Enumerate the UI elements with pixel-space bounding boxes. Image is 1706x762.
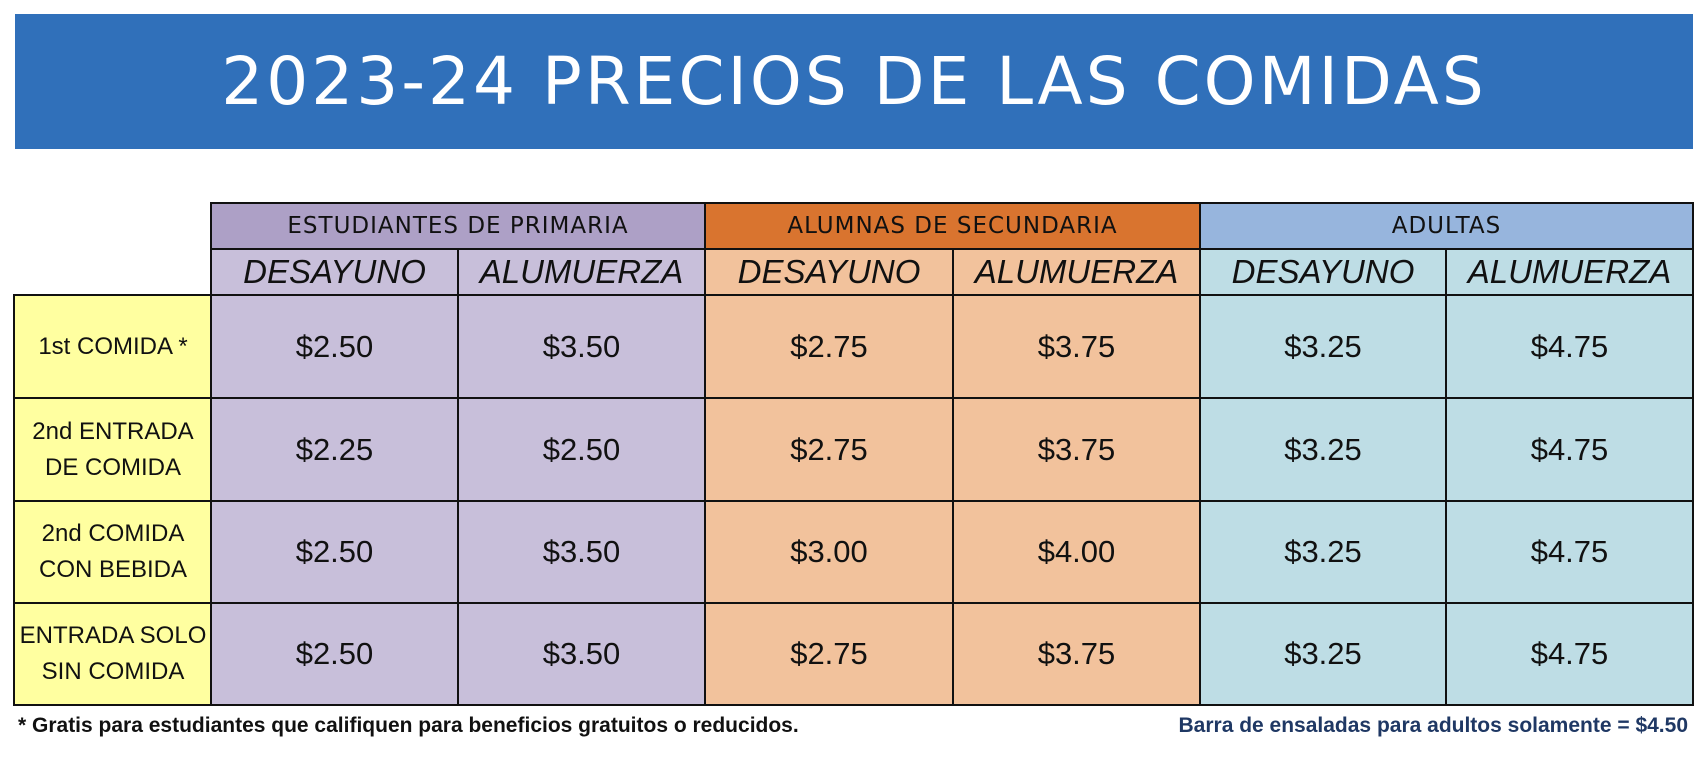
salad-bar-note: Barra de ensaladas para adultos solament… [1178, 714, 1689, 737]
price: $2.75 [790, 636, 868, 671]
group-header: ALUMNAS DE SECUNDARIA [704, 202, 1201, 250]
price-cell: $3.25 [1199, 602, 1447, 706]
banner: 2023-24 PRECIOS DE LAS COMIDAS [15, 14, 1693, 149]
price-cell: $2.50 [457, 397, 706, 502]
price: $4.75 [1530, 328, 1609, 364]
price: $3.25 [1284, 431, 1362, 467]
row-label-line: DE COMIDA [44, 453, 181, 481]
price: $3.75 [1037, 328, 1116, 364]
price-cell: $3.25 [1199, 500, 1447, 604]
price: $2.25 [295, 431, 374, 467]
row-label-line: 1st COMIDA * [38, 332, 188, 360]
price: $2.75 [790, 431, 868, 467]
price: $3.50 [542, 328, 621, 364]
price-cell: $3.50 [457, 602, 706, 706]
price-cell: $3.00 [704, 500, 954, 604]
price-cell: $3.75 [952, 294, 1201, 399]
price: $4.75 [1530, 636, 1609, 671]
price: $2.50 [295, 636, 374, 671]
row-label-line: SIN COMIDA [41, 658, 185, 685]
price-cell: $2.75 [704, 602, 954, 706]
price: $3.75 [1037, 431, 1116, 467]
price-cell: $3.50 [457, 294, 706, 399]
price: $3.00 [790, 534, 868, 569]
sub-header-label: DESAYUNO [1231, 253, 1415, 290]
price: $4.75 [1530, 431, 1609, 467]
group-header: ESTUDIANTES DE PRIMARIA [210, 202, 706, 250]
price-cell: $2.75 [704, 294, 954, 399]
price-cell: $3.50 [457, 500, 706, 604]
sub-header-label: DESAYUNO [243, 253, 426, 290]
price: $3.25 [1284, 534, 1362, 569]
sub-header: ALUMUERZA [457, 248, 706, 296]
price-cell: $2.75 [704, 397, 954, 502]
price: $3.50 [542, 534, 621, 569]
row-label-line: CON BEBIDA [38, 556, 188, 583]
price-cell: $4.75 [1445, 397, 1694, 502]
price: $3.50 [542, 636, 621, 671]
row-label-line: ENTRADA SOLO [19, 622, 207, 649]
sub-header-label: ALUMUERZA [479, 253, 684, 290]
price: $4.75 [1530, 534, 1609, 569]
sub-header-label: DESAYUNO [737, 253, 921, 290]
sub-header: DESAYUNO [210, 248, 459, 296]
price-cell: $3.25 [1199, 397, 1447, 502]
title: 2023-24 PRECIOS DE LAS COMIDAS [221, 43, 1487, 120]
price: $4.00 [1037, 534, 1116, 569]
group-label: ESTUDIANTES DE PRIMARIA [287, 213, 629, 239]
price: $2.75 [790, 328, 868, 364]
price: $2.50 [542, 431, 621, 467]
price: $2.50 [295, 328, 374, 364]
price-cell: $3.75 [952, 602, 1201, 706]
price: $3.75 [1037, 636, 1116, 671]
row-label-line: 2nd COMIDA [41, 520, 185, 547]
row-label: 2nd COMIDA CON BEBIDA [13, 500, 213, 604]
row-label: ENTRADA SOLO SIN COMIDA [13, 602, 213, 706]
sub-header: DESAYUNO [1199, 248, 1447, 296]
row-label: 2nd ENTRADA DE COMIDA [13, 397, 213, 502]
price-cell: $2.25 [210, 397, 459, 502]
price-cell: $2.50 [210, 500, 459, 604]
footnote: * Gratis para estudiantes que califiquen… [18, 714, 799, 737]
price-cell: $4.75 [1445, 294, 1694, 399]
sub-header: ALUMUERZA [952, 248, 1201, 296]
price-cell: $3.25 [1199, 294, 1447, 399]
price-cell: $3.75 [952, 397, 1201, 502]
price: $2.50 [295, 534, 374, 569]
price-cell: $4.75 [1445, 602, 1694, 706]
price-cell: $4.75 [1445, 500, 1694, 604]
sub-header: DESAYUNO [704, 248, 954, 296]
price-cell: $2.50 [210, 294, 459, 399]
row-label: 1st COMIDA * [13, 294, 213, 399]
group-header: ADULTAS [1199, 202, 1694, 250]
price: $3.25 [1284, 328, 1362, 364]
price-cell: $4.00 [952, 500, 1201, 604]
group-label: ADULTAS [1391, 213, 1502, 239]
sub-header-label: ALUMUERZA [974, 253, 1179, 290]
price-cell: $2.50 [210, 602, 459, 706]
group-label: ALUMNAS DE SECUNDARIA [787, 213, 1118, 239]
sub-header-label: ALUMUERZA [1467, 253, 1672, 290]
price: $3.25 [1284, 636, 1362, 671]
row-label-line: 2nd ENTRADA [32, 417, 194, 445]
sub-header: ALUMUERZA [1445, 248, 1694, 296]
